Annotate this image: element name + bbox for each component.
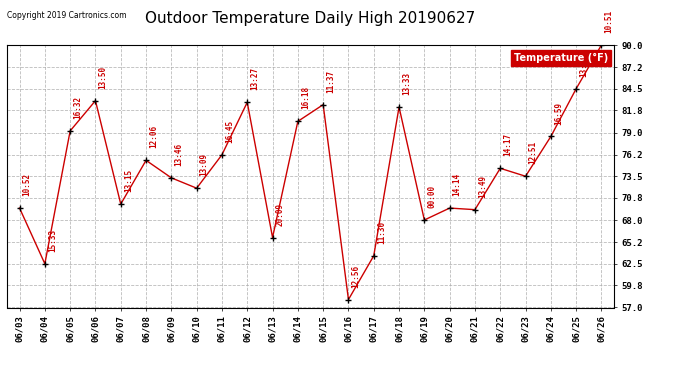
Text: 10:52: 10:52 xyxy=(23,173,32,196)
Text: 13:33: 13:33 xyxy=(402,72,411,95)
Text: 13:49: 13:49 xyxy=(478,175,487,198)
Text: Outdoor Temperature Daily High 20190627: Outdoor Temperature Daily High 20190627 xyxy=(146,11,475,26)
Text: 12:56: 12:56 xyxy=(351,264,360,288)
Text: 12:06: 12:06 xyxy=(149,125,158,148)
Text: 00:00: 00:00 xyxy=(427,185,436,208)
Text: 13:15: 13:15 xyxy=(124,169,132,192)
Text: 13:46: 13:46 xyxy=(175,143,184,166)
Text: 12:51: 12:51 xyxy=(529,141,538,164)
Text: 10:51: 10:51 xyxy=(604,10,613,33)
Text: 16:59: 16:59 xyxy=(554,101,563,124)
Text: 16:32: 16:32 xyxy=(73,96,82,119)
Text: 16:18: 16:18 xyxy=(301,86,310,109)
Text: 14:14: 14:14 xyxy=(453,173,462,196)
Text: 15:33: 15:33 xyxy=(48,229,57,252)
Text: 13:50: 13:50 xyxy=(99,66,108,89)
Text: Temperature (°F): Temperature (°F) xyxy=(514,53,608,63)
Text: Copyright 2019 Cartronics.com: Copyright 2019 Cartronics.com xyxy=(7,11,126,20)
Text: 13:27: 13:27 xyxy=(250,67,259,90)
Text: 11:37: 11:37 xyxy=(326,70,335,93)
Text: 14:17: 14:17 xyxy=(503,133,512,156)
Text: 13:15: 13:15 xyxy=(579,54,588,77)
Text: 16:45: 16:45 xyxy=(225,120,234,143)
Text: 11:30: 11:30 xyxy=(377,221,386,244)
Text: 13:09: 13:09 xyxy=(199,153,208,176)
Text: 20:09: 20:09 xyxy=(275,202,284,226)
